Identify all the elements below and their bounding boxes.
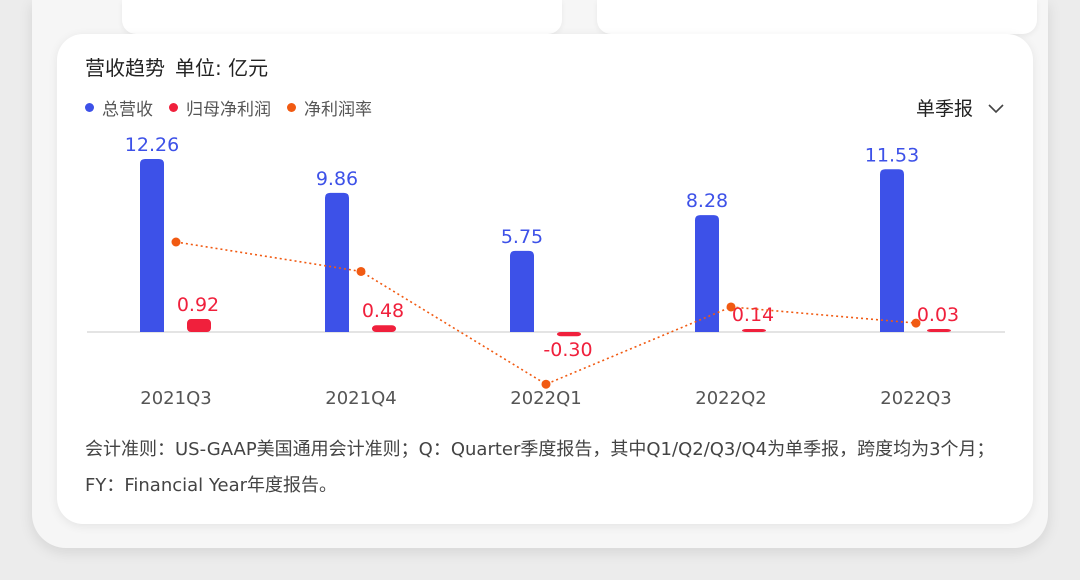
period-selector[interactable]: 单季报 <box>916 94 1005 121</box>
legend-dot-revenue <box>85 103 94 112</box>
point-net-margin <box>171 237 181 247</box>
top-tab-right <box>597 0 1037 34</box>
x-tick-label: 2022Q3 <box>880 388 951 409</box>
bar-revenue <box>510 250 534 332</box>
x-tick-label: 2021Q3 <box>140 388 211 409</box>
bar-revenue <box>325 192 349 332</box>
point-net-margin <box>541 379 551 389</box>
chart-title-text: 营收趋势 <box>85 56 165 80</box>
bar-revenue <box>695 215 719 332</box>
bar-net-profit <box>927 329 951 332</box>
legend-item-net-margin[interactable]: 净利润率 <box>287 95 372 120</box>
legend-item-net-profit[interactable]: 归母净利润 <box>169 95 271 120</box>
chart-unit-label: 单位: 亿元 <box>175 56 269 80</box>
label-revenue: 9.86 <box>316 168 358 190</box>
label-net-profit: -0.30 <box>543 339 592 361</box>
label-net-profit: 0.92 <box>177 294 219 316</box>
footnote: 会计准则：US-GAAP美国通用会计准则；Q：Quarter季度报告，其中Q1/… <box>85 439 995 496</box>
bar-revenue <box>140 159 164 332</box>
revenue-chart: 12.26 0.92 2021Q3 9.86 0.48 2021Q4 5.75 -0.30 20… <box>87 134 1005 409</box>
bar-net-profit <box>372 325 396 332</box>
point-net-margin <box>911 318 921 328</box>
x-tick-label: 2022Q1 <box>510 388 581 409</box>
line-net-margin <box>175 241 917 386</box>
legend-label-net-profit: 归母净利润 <box>186 100 271 120</box>
revenue-trend-card: 营收趋势 单位: 亿元 总营收 归母净利润 净利润率 单季报 12.26 0.92 2… <box>57 34 1033 524</box>
bar-net-profit <box>742 329 766 332</box>
legend-item-revenue[interactable]: 总营收 <box>85 95 153 120</box>
bar-net-profit <box>187 319 211 332</box>
label-revenue: 11.53 <box>865 144 919 166</box>
legend-label-net-margin: 净利润率 <box>304 100 372 120</box>
point-net-margin <box>726 302 736 312</box>
period-selector-label: 单季报 <box>915 98 973 120</box>
label-net-profit: 0.14 <box>732 304 774 326</box>
x-tick-label: 2022Q2 <box>695 388 766 409</box>
label-revenue: 5.75 <box>501 226 543 248</box>
chart-legend: 总营收 归母净利润 净利润率 <box>85 95 372 120</box>
legend-dot-net-profit <box>169 103 178 112</box>
point-net-margin <box>356 266 366 276</box>
label-revenue: 8.28 <box>686 190 728 212</box>
legend-dot-net-margin <box>287 103 296 112</box>
label-net-profit: 0.03 <box>917 304 959 326</box>
label-revenue: 12.26 <box>125 134 179 156</box>
label-net-profit: 0.48 <box>362 300 404 322</box>
bar-revenue <box>880 169 904 332</box>
bar-net-profit <box>557 332 581 337</box>
legend-label-revenue: 总营收 <box>102 100 153 120</box>
chart-title: 营收趋势 单位: 亿元 <box>85 52 268 81</box>
x-tick-label: 2021Q4 <box>325 388 396 409</box>
chevron-down-icon <box>988 103 1004 113</box>
top-tab-left <box>122 0 562 34</box>
